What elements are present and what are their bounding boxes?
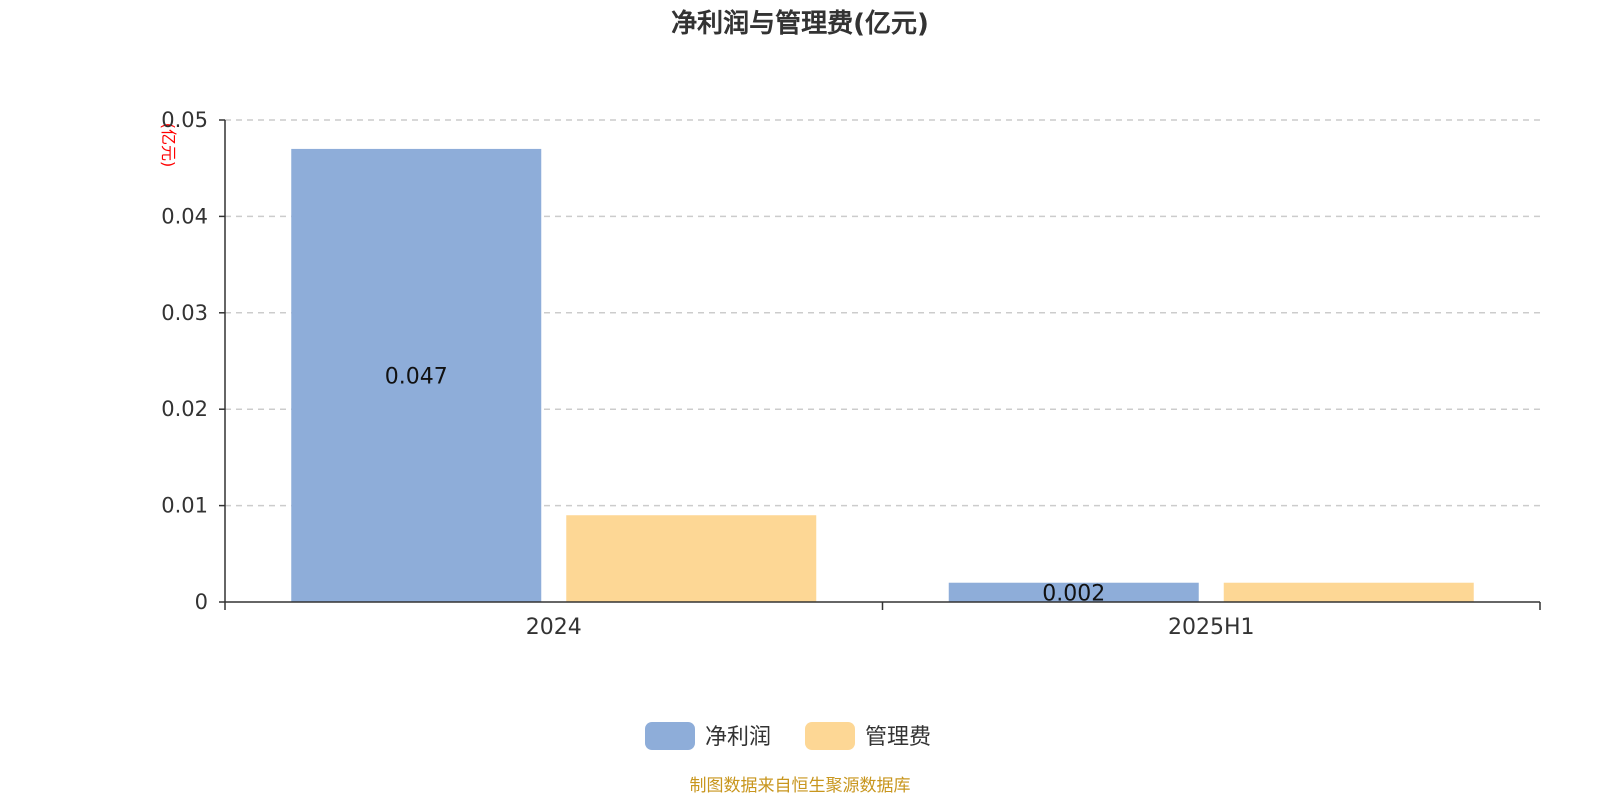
legend[interactable]: 净利润 管理费	[645, 722, 931, 750]
axes: 0 0.01 0.02 0.03 0.04 0.05 2024 2025H1	[161, 108, 1541, 640]
bar-management-fee-2025H1[interactable]	[1223, 582, 1474, 602]
y-axis-unit-label: (亿元)	[159, 123, 178, 168]
y-tick-label: 0	[195, 590, 208, 614]
data-label: 0.002	[1042, 581, 1105, 606]
chart-title: 净利润与管理费(亿元)	[671, 8, 929, 39]
y-tick-label: 0.04	[161, 204, 208, 228]
bar-management-fee-2024[interactable]	[566, 515, 817, 602]
bar-net-profit-2024[interactable]	[291, 148, 542, 603]
y-tick-label: 0.03	[161, 301, 208, 325]
bar-net-profit-2025H1[interactable]	[948, 582, 1199, 602]
legend-label-management-fee[interactable]: 管理费	[865, 725, 931, 750]
data-label: 0.047	[385, 364, 448, 389]
data-labels: 0.047 0.002	[385, 364, 1105, 606]
y-tick-label: 0.02	[161, 397, 208, 421]
legend-swatch-net-profit[interactable]	[645, 722, 695, 750]
legend-label-net-profit[interactable]: 净利润	[705, 725, 771, 750]
legend-swatch-management-fee[interactable]	[805, 722, 855, 750]
x-tick-label: 2025H1	[1168, 615, 1255, 640]
bars	[291, 148, 1474, 603]
y-tick-label: 0.01	[161, 494, 208, 518]
source-note: 制图数据来自恒生聚源数据库	[690, 776, 911, 796]
x-tick-label: 2024	[526, 615, 582, 640]
y-tick-label: 0.05	[161, 108, 208, 132]
